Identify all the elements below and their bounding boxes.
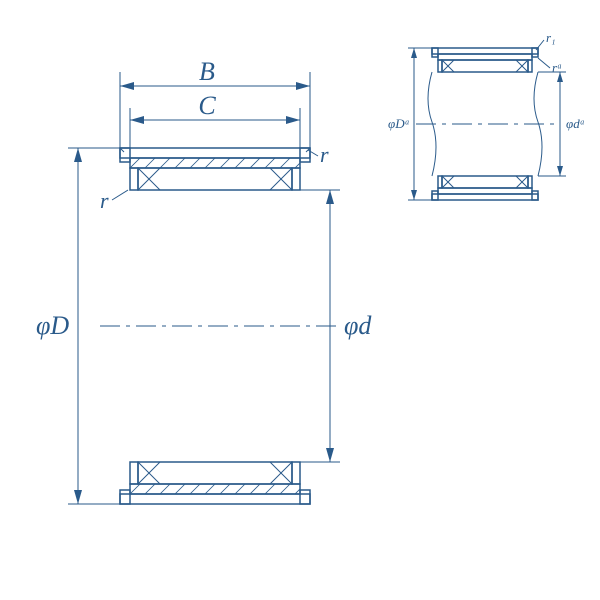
main-cross-section: B C [36, 57, 372, 504]
bearing-drawing: B C [0, 0, 600, 600]
label-phiD: φD [36, 311, 69, 340]
label-phida: φdᵃ [566, 116, 585, 131]
label-ra: rᵃ [552, 60, 562, 75]
label-C: C [198, 91, 216, 120]
label-B: B [199, 57, 215, 86]
label-r-left: r [100, 188, 109, 213]
label-phiDa: φDᵃ [388, 116, 410, 131]
bottom-half [120, 462, 310, 504]
label-phid: φd [344, 311, 372, 340]
label-r-topright: r [320, 142, 329, 167]
aux-cross-section: r₁ rᵃ φDᵃ φdᵃ [388, 30, 585, 200]
top-half [120, 148, 310, 190]
label-r1: r₁ [546, 30, 556, 45]
